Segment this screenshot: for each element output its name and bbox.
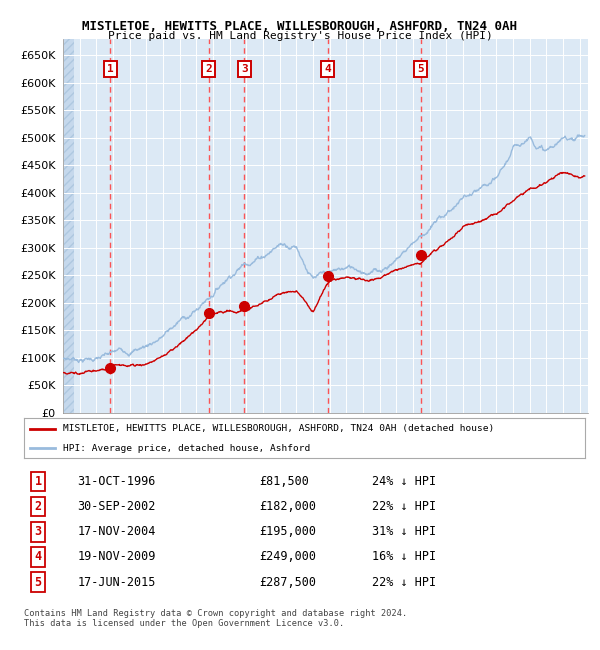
Text: Contains HM Land Registry data © Crown copyright and database right 2024.
This d: Contains HM Land Registry data © Crown c… — [24, 609, 407, 629]
Text: 17-NOV-2004: 17-NOV-2004 — [77, 525, 155, 538]
Text: £195,000: £195,000 — [260, 525, 317, 538]
Text: 2: 2 — [34, 500, 41, 514]
Text: £287,500: £287,500 — [260, 576, 317, 589]
Bar — [63, 39, 74, 413]
Text: 17-JUN-2015: 17-JUN-2015 — [77, 576, 155, 589]
Text: 16% ↓ HPI: 16% ↓ HPI — [372, 551, 436, 564]
Text: 5: 5 — [417, 64, 424, 74]
Text: HPI: Average price, detached house, Ashford: HPI: Average price, detached house, Ashf… — [63, 444, 311, 452]
Text: 22% ↓ HPI: 22% ↓ HPI — [372, 576, 436, 589]
Text: 3: 3 — [34, 525, 41, 538]
Text: £182,000: £182,000 — [260, 500, 317, 514]
Text: 4: 4 — [324, 64, 331, 74]
Text: 5: 5 — [34, 576, 41, 589]
Text: 19-NOV-2009: 19-NOV-2009 — [77, 551, 155, 564]
Text: 31-OCT-1996: 31-OCT-1996 — [77, 475, 155, 488]
Text: MISTLETOE, HEWITTS PLACE, WILLESBOROUGH, ASHFORD, TN24 0AH: MISTLETOE, HEWITTS PLACE, WILLESBOROUGH,… — [83, 21, 517, 33]
Text: 24% ↓ HPI: 24% ↓ HPI — [372, 475, 436, 488]
Text: £81,500: £81,500 — [260, 475, 310, 488]
Text: £249,000: £249,000 — [260, 551, 317, 564]
Text: 22% ↓ HPI: 22% ↓ HPI — [372, 500, 436, 514]
Text: 31% ↓ HPI: 31% ↓ HPI — [372, 525, 436, 538]
Text: 4: 4 — [34, 551, 41, 564]
Text: Price paid vs. HM Land Registry's House Price Index (HPI): Price paid vs. HM Land Registry's House … — [107, 31, 493, 41]
Text: 1: 1 — [34, 475, 41, 488]
Text: 2: 2 — [205, 64, 212, 74]
Text: 30-SEP-2002: 30-SEP-2002 — [77, 500, 155, 514]
Text: MISTLETOE, HEWITTS PLACE, WILLESBOROUGH, ASHFORD, TN24 0AH (detached house): MISTLETOE, HEWITTS PLACE, WILLESBOROUGH,… — [63, 424, 494, 434]
Text: 3: 3 — [241, 64, 248, 74]
Text: 1: 1 — [107, 64, 113, 74]
